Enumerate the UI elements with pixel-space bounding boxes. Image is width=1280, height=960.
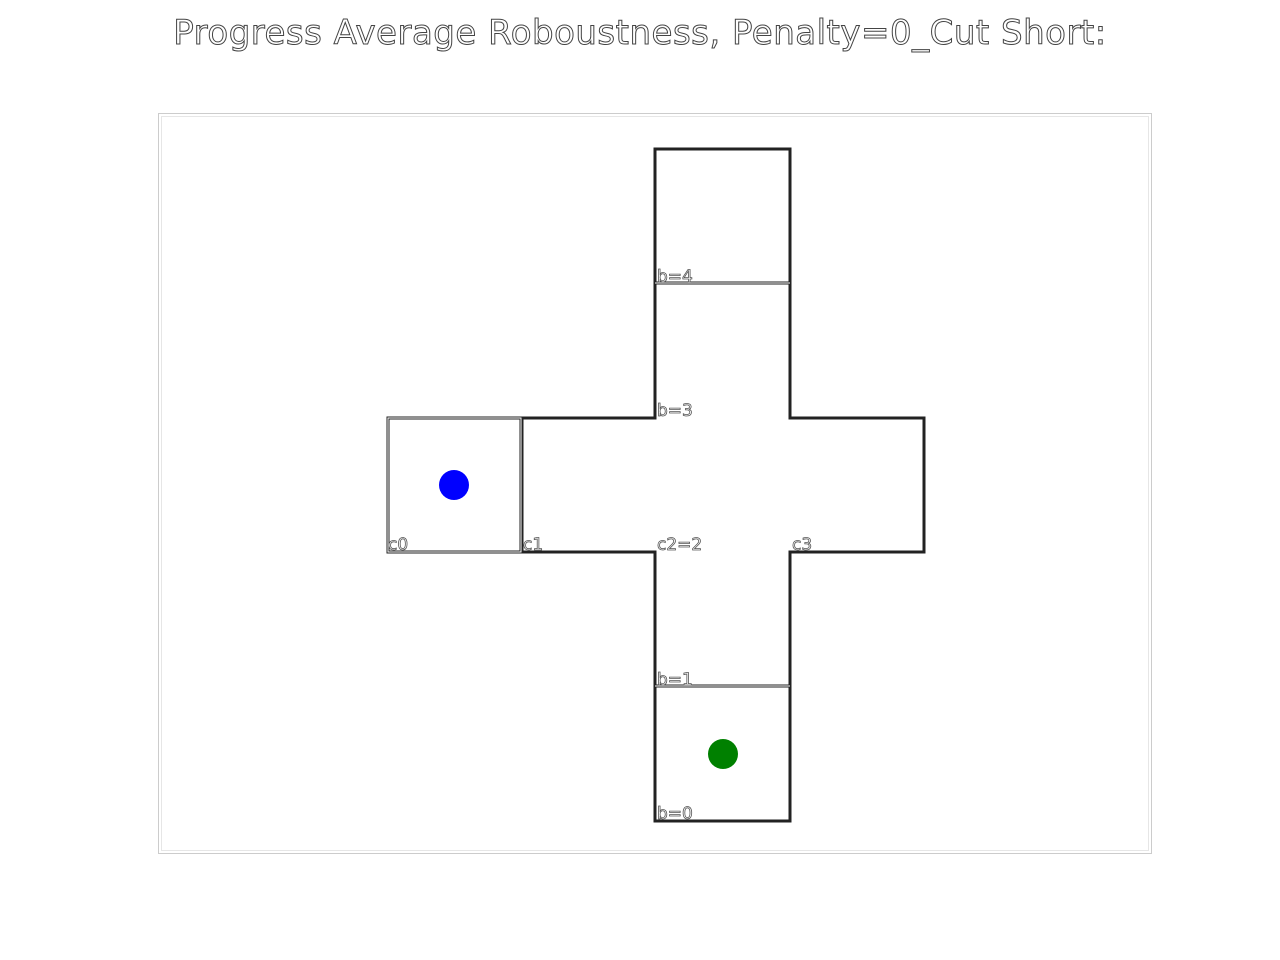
cell-label-c0: c0 <box>388 535 408 555</box>
cell-label-c3: c3 <box>792 535 812 555</box>
cell-label-c1: c1 <box>523 535 543 555</box>
cross-region-outline-inner <box>523 150 923 820</box>
agent-marker <box>439 470 469 500</box>
cross-region-outline <box>520 147 926 823</box>
plot-frame <box>158 113 1152 854</box>
cell-label-b3: b=3 <box>657 401 693 421</box>
cell-label-b4: b=4 <box>657 267 693 287</box>
cell-label-b0: b=0 <box>657 804 693 824</box>
cell-label-c2: c2=2 <box>657 535 702 555</box>
plot-frame-inner <box>161 116 1149 851</box>
cell-label-b1: b=1 <box>657 670 693 690</box>
cell-c0-box-inner <box>387 417 522 553</box>
goal-marker <box>708 739 738 769</box>
diagram-title: Progress Average Roboustness, Penalty=0_… <box>173 13 1107 54</box>
